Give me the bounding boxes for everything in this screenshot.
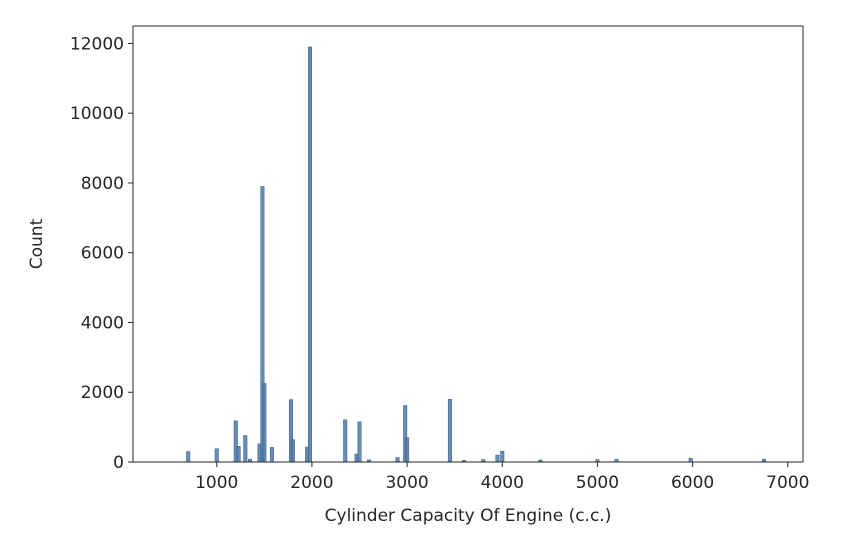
histogram-bar-1500-8 (262, 383, 267, 463)
histogram-bar-2900-18 (395, 457, 400, 463)
histogram-bar-1230-3 (236, 446, 241, 463)
x-tick-label: 3000 (385, 473, 428, 493)
x-axis-label: Cylinder Capacity Of Engine (c.c.) (325, 506, 612, 526)
histogram-bar-4000-25 (500, 450, 505, 463)
y-tick-label: 10000 (70, 104, 124, 124)
histogram-bar-1580-9 (269, 447, 274, 463)
x-axis-ticks: 1000 2000 3000 4000 5000 6000 7000 (195, 462, 809, 493)
y-tick-label: 0 (113, 453, 124, 473)
x-tick-label: 7000 (766, 473, 809, 493)
y-tick-label: 12000 (70, 34, 124, 54)
histogram-bar-1300-4 (243, 435, 248, 463)
histogram-bar-1800-11 (290, 439, 295, 463)
histogram-bar-1000-1 (214, 448, 219, 463)
x-tick-label: 6000 (671, 473, 714, 493)
y-tick-label: 8000 (81, 174, 124, 194)
histogram-bar-3000-20 (405, 437, 410, 463)
histogram-bar-2500-16 (357, 421, 362, 463)
histogram-bar-3950-24 (495, 454, 500, 463)
bar-group (186, 46, 766, 463)
histogram-bar-5980-29 (688, 457, 693, 463)
plot-frame (132, 25, 804, 463)
x-tick-label: 5000 (576, 473, 619, 493)
y-axis-ticks: 0 2000 4000 6000 8000 10000 12000 (70, 34, 133, 473)
histogram-bar-3450-21 (447, 398, 452, 463)
y-axis-label: Count (27, 218, 47, 269)
x-tick-label: 2000 (290, 473, 333, 493)
histogram-bar-1980-13 (308, 46, 313, 463)
y-tick-label: 6000 (81, 244, 124, 264)
histogram-bar-700-0 (186, 451, 191, 463)
y-tick-label: 4000 (81, 313, 124, 333)
y-tick-label: 2000 (81, 383, 124, 403)
x-tick-label: 4000 (481, 473, 524, 493)
histogram-bar-2350-14 (343, 419, 348, 463)
x-tick-label: 1000 (195, 473, 238, 493)
